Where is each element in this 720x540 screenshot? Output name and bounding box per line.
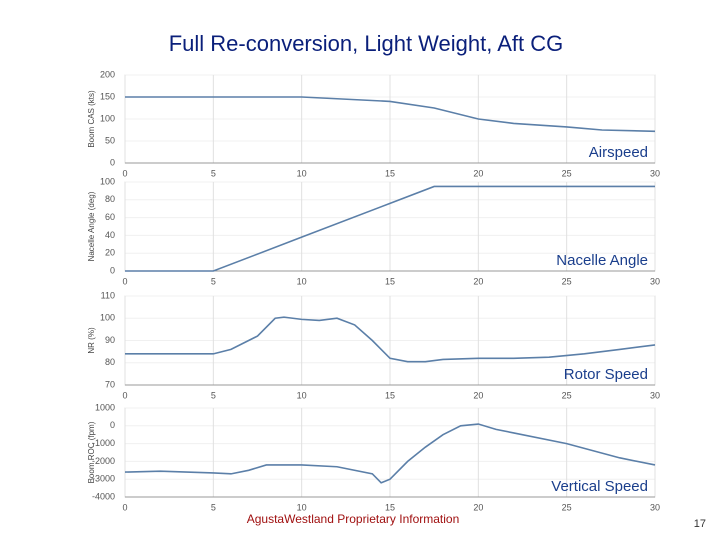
x-tick-label: 0: [122, 390, 127, 400]
x-tick-label: 25: [562, 502, 572, 512]
y-tick-label: 0: [110, 420, 115, 430]
y-tick-label: 0: [110, 157, 115, 167]
footer: AgustaWestland Proprietary Information: [247, 512, 460, 526]
x-tick-label: 10: [297, 168, 307, 178]
x-tick-label: 15: [385, 390, 395, 400]
y-tick-label: 100: [100, 113, 115, 123]
y-tick-label: 1000: [95, 402, 115, 412]
y-tick-label: -2000: [92, 456, 115, 466]
x-tick-label: 5: [211, 276, 216, 286]
x-tick-label: 0: [122, 168, 127, 178]
x-tick-label: 15: [385, 168, 395, 178]
y-tick-label: 110: [101, 290, 115, 300]
y-tick-label: 70: [105, 379, 115, 389]
y-tick-label: -3000: [92, 474, 115, 484]
x-tick-label: 10: [297, 502, 307, 512]
x-tick-label: 5: [211, 390, 216, 400]
x-tick-label: 10: [297, 390, 307, 400]
series-annotation: Nacelle Angle: [556, 252, 648, 269]
y-tick-label: 0: [110, 265, 115, 275]
data-line: [124, 423, 656, 484]
y-axis-label: NR (%): [87, 327, 96, 354]
y-tick-label: -1000: [92, 438, 115, 448]
x-tick-label: 25: [562, 168, 572, 178]
x-tick-label: 30: [650, 502, 660, 512]
y-tick-label: 100: [100, 176, 115, 186]
y-tick-label: 40: [105, 230, 115, 240]
x-tick-label: 5: [211, 502, 216, 512]
slide-title: Full Re-conversion, Light Weight, Aft CG: [169, 31, 564, 56]
y-tick-label: 50: [105, 135, 115, 145]
y-tick-label: 20: [105, 248, 115, 258]
x-tick-label: 20: [473, 502, 483, 512]
x-tick-label: 25: [562, 276, 572, 286]
y-tick-label: 150: [100, 91, 115, 101]
x-tick-label: 30: [650, 276, 660, 286]
series-annotation: Rotor Speed: [564, 366, 648, 383]
x-tick-label: 30: [650, 390, 660, 400]
x-tick-label: 25: [562, 390, 572, 400]
y-axis-label: Boom ROC (fpm): [87, 421, 96, 483]
x-tick-label: 20: [473, 168, 483, 178]
x-tick-label: 30: [650, 168, 660, 178]
y-tick-label: 90: [105, 335, 115, 345]
x-tick-label: 0: [122, 276, 127, 286]
x-tick-label: 15: [385, 502, 395, 512]
x-tick-label: 15: [385, 276, 395, 286]
x-tick-label: 20: [473, 390, 483, 400]
series-annotation: Airspeed: [589, 144, 648, 161]
x-tick-label: 10: [297, 276, 307, 286]
x-tick-label: 0: [122, 502, 127, 512]
page-number: 17: [694, 518, 706, 530]
series-annotation: Vertical Speed: [551, 478, 648, 495]
y-tick-label: 80: [105, 357, 115, 367]
y-tick-label: -4000: [92, 491, 115, 501]
data-line: [125, 185, 655, 272]
y-tick-label: 60: [105, 212, 115, 222]
y-axis-label: Nacelle Angle (deg): [87, 191, 96, 261]
y-tick-label: 80: [105, 194, 115, 204]
data-line: [125, 96, 656, 133]
y-tick-label: 100: [100, 313, 115, 323]
y-tick-label: 200: [100, 69, 115, 79]
x-tick-label: 5: [211, 168, 216, 178]
y-axis-label: Boom CAS (kts): [87, 90, 96, 148]
data-line: [125, 316, 656, 363]
x-tick-label: 20: [473, 276, 483, 286]
